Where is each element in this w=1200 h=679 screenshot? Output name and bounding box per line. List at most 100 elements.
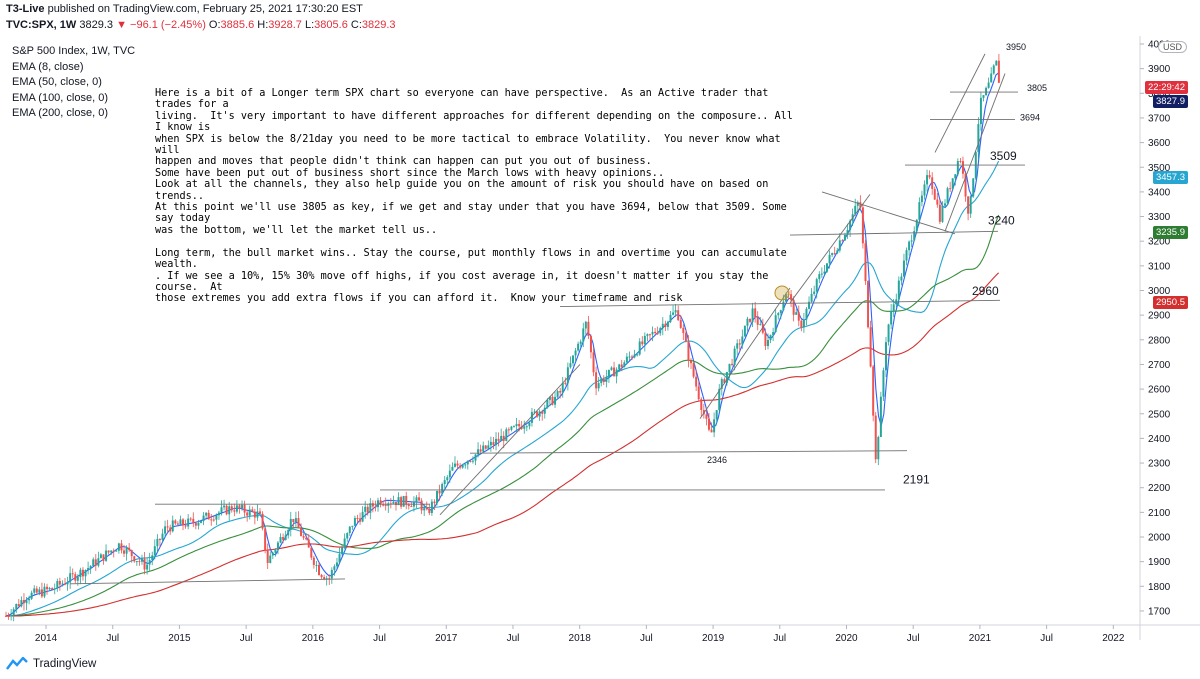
candle-body bbox=[446, 477, 449, 481]
candle-body bbox=[769, 335, 772, 341]
candle-body bbox=[353, 518, 356, 526]
candle-body bbox=[856, 202, 859, 206]
candle-body bbox=[210, 519, 213, 521]
legend-ema-50[interactable]: EMA (50, close, 0) bbox=[12, 76, 102, 88]
candle-body bbox=[877, 436, 880, 460]
x-tick-label: Jul bbox=[1040, 633, 1053, 644]
candle-body bbox=[897, 280, 900, 300]
candle-body bbox=[441, 484, 444, 494]
candle-body bbox=[941, 205, 944, 222]
resistance-line-2960 bbox=[559, 299, 1001, 307]
price-axis-badge: 3827.9 bbox=[1152, 95, 1188, 108]
candle-body bbox=[725, 372, 728, 383]
candle-body bbox=[22, 600, 25, 604]
publish-line: T3-Live published on TradingView.com, Fe… bbox=[6, 3, 363, 15]
candle-body bbox=[707, 418, 710, 430]
candle-body bbox=[217, 512, 220, 516]
close-label: C: bbox=[350, 19, 362, 31]
trend-channel-2020-up bbox=[934, 53, 986, 153]
candle-body bbox=[918, 202, 921, 220]
candle-body bbox=[120, 543, 123, 551]
price-axis-badge: 2950.5 bbox=[1152, 296, 1188, 310]
candle-body bbox=[256, 511, 259, 518]
candle-body bbox=[436, 490, 439, 504]
highlight-circle bbox=[774, 285, 790, 301]
candle-body bbox=[164, 526, 167, 534]
candle-body bbox=[700, 399, 703, 410]
candle-body bbox=[905, 250, 908, 261]
candle-body bbox=[161, 533, 164, 540]
candle-body bbox=[738, 343, 741, 345]
candle-body bbox=[702, 409, 705, 415]
candle-body bbox=[892, 304, 895, 312]
candle-body bbox=[246, 512, 249, 516]
candle-body bbox=[328, 578, 331, 580]
footer-brand[interactable]: TradingView bbox=[33, 658, 97, 670]
legend-ema-100[interactable]: EMA (100, close, 0) bbox=[12, 91, 108, 104]
low-value: 3805.6 bbox=[314, 19, 348, 31]
candle-body bbox=[10, 615, 13, 617]
candle-body bbox=[294, 518, 297, 523]
support-line-2346 bbox=[469, 450, 908, 454]
y-tick-label: 2300 bbox=[1148, 459, 1171, 470]
candle-body bbox=[405, 495, 408, 505]
candle-body bbox=[474, 454, 477, 461]
y-tick-label: 2500 bbox=[1148, 409, 1171, 420]
candle-body bbox=[584, 321, 587, 329]
candle-body bbox=[774, 315, 777, 333]
candle-body bbox=[248, 509, 251, 516]
candle-body bbox=[715, 410, 718, 420]
candle-body bbox=[579, 341, 582, 344]
candle-body bbox=[559, 391, 562, 393]
candle-body bbox=[448, 470, 451, 478]
candle-body bbox=[51, 587, 54, 590]
candle-body bbox=[879, 396, 882, 437]
candle-body bbox=[861, 207, 864, 244]
candle-body bbox=[679, 320, 682, 328]
candle-body bbox=[728, 363, 731, 373]
y-tick-label: 2000 bbox=[1148, 533, 1171, 544]
candle-body bbox=[282, 537, 285, 540]
candle-body bbox=[418, 497, 421, 501]
candle-body bbox=[620, 364, 623, 368]
y-tick-label: 1700 bbox=[1148, 606, 1171, 617]
candle-body bbox=[148, 559, 151, 565]
y-tick-label: 3600 bbox=[1148, 138, 1171, 149]
candle-body bbox=[605, 376, 608, 382]
candle-body bbox=[900, 276, 903, 281]
chart-annotation-text: Here is a bit of a Longer term SPX chart… bbox=[155, 88, 793, 305]
candle-body bbox=[253, 511, 256, 518]
candle-body bbox=[633, 354, 636, 358]
currency-button[interactable]: USD bbox=[1158, 41, 1188, 53]
candle-body bbox=[12, 609, 15, 616]
publisher-name[interactable]: T3-Live bbox=[6, 3, 45, 15]
candle-body bbox=[631, 356, 634, 358]
candle-body bbox=[238, 505, 241, 509]
candle-body bbox=[564, 382, 567, 384]
candle-body bbox=[297, 518, 300, 528]
legend-ema-8[interactable]: EMA (8, close) bbox=[12, 60, 84, 73]
candle-body bbox=[384, 504, 387, 506]
support-line-1820 bbox=[69, 578, 346, 585]
candle-body bbox=[105, 550, 108, 561]
candle-body bbox=[800, 320, 803, 328]
level-label: 3240 bbox=[988, 213, 1015, 227]
candle-body bbox=[374, 506, 377, 508]
candle-body bbox=[64, 583, 67, 585]
candle-body bbox=[243, 504, 246, 513]
candle-body bbox=[348, 526, 351, 534]
candle-body bbox=[510, 426, 513, 430]
y-tick-label: 3000 bbox=[1148, 286, 1171, 297]
candle-body bbox=[743, 325, 746, 337]
candle-body bbox=[928, 175, 931, 178]
candle-body bbox=[741, 336, 744, 345]
candle-body bbox=[135, 561, 138, 563]
candle-body bbox=[754, 308, 757, 318]
candle-body bbox=[623, 362, 626, 368]
publish-header: T3-Live published on TradingView.com, Fe… bbox=[0, 0, 1200, 36]
candle-body bbox=[107, 550, 110, 553]
legend-ema-200[interactable]: EMA (200, close, 0) bbox=[12, 107, 108, 119]
candle-body bbox=[628, 356, 631, 358]
candle-body bbox=[258, 511, 261, 514]
